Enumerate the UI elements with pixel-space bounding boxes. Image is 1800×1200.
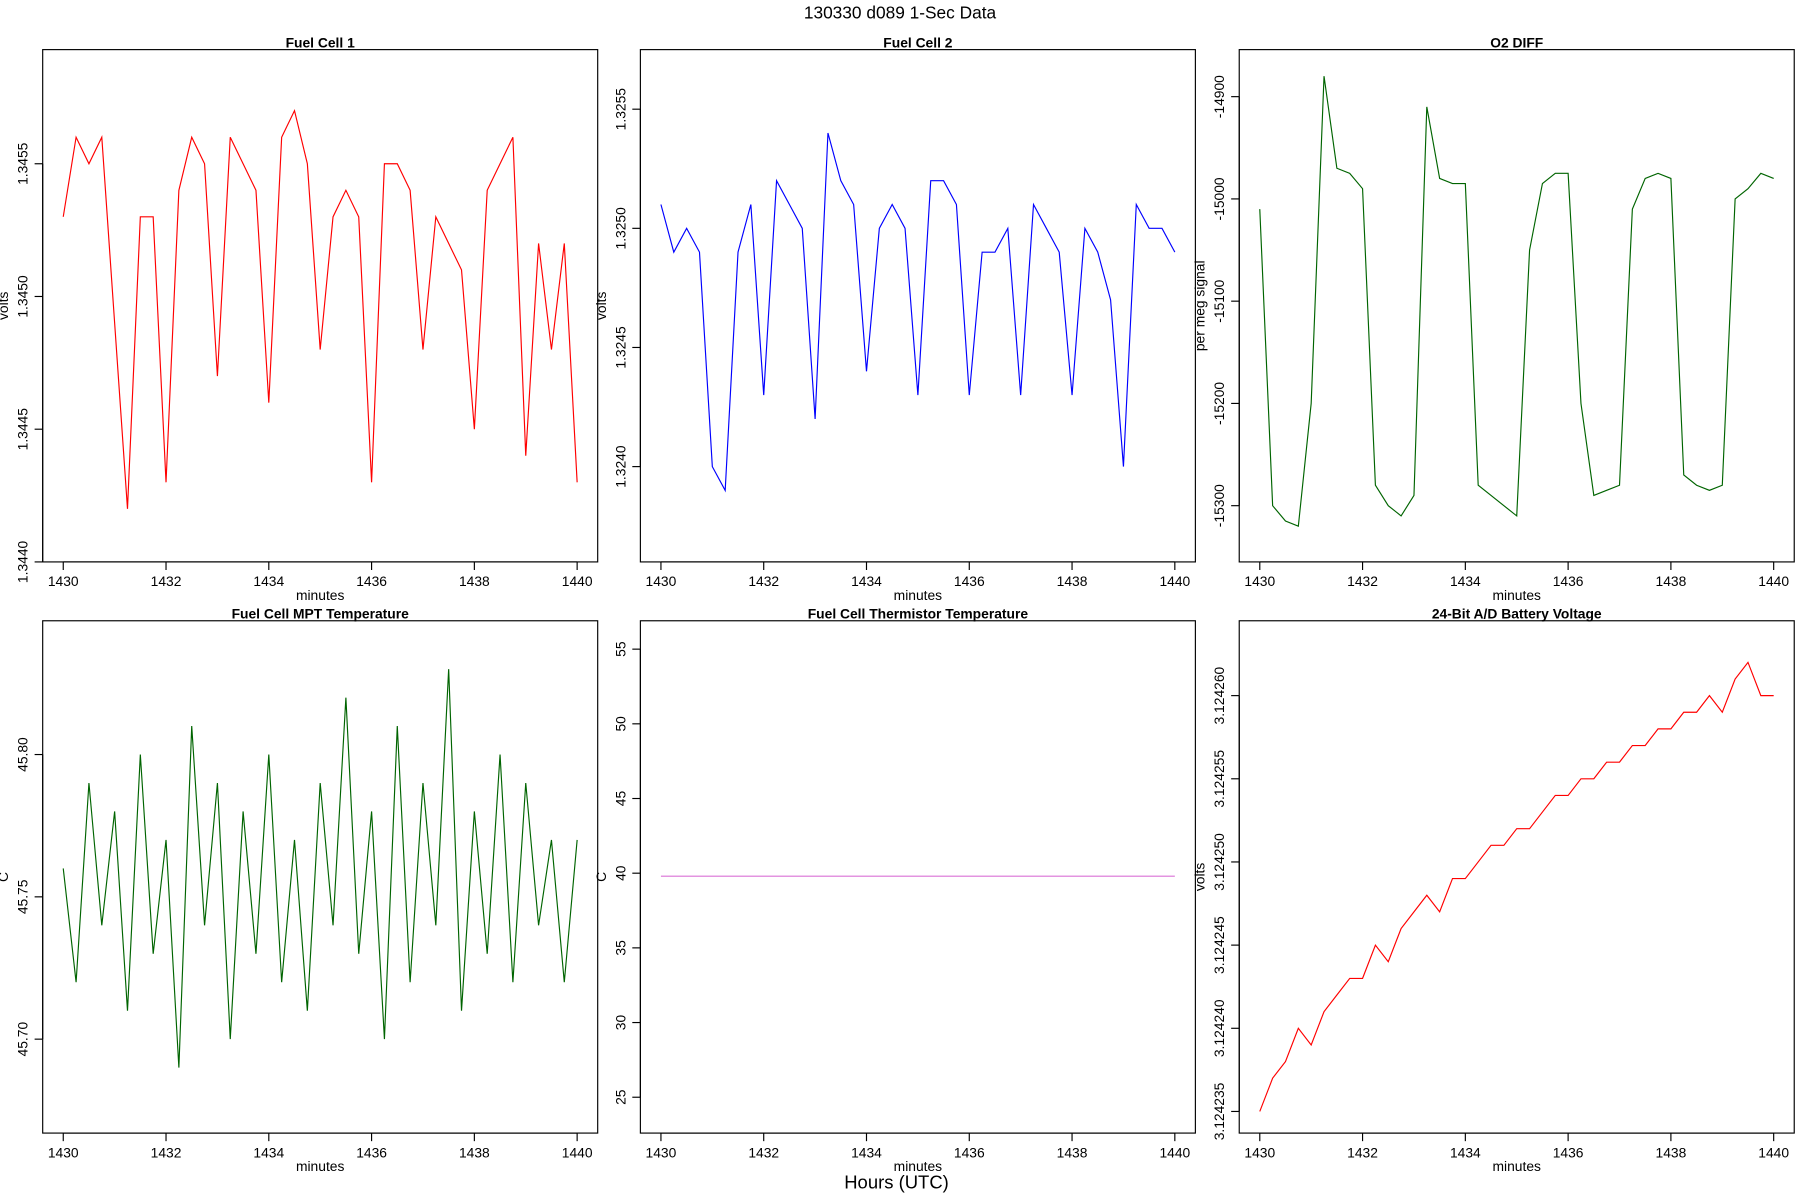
- y-tick-label: -14900: [1211, 75, 1227, 118]
- x-tick-label: 1436: [1553, 1144, 1584, 1160]
- y-tick-label: -15300: [1211, 484, 1227, 527]
- y-tick-label: 45: [612, 791, 628, 807]
- y-axis-label: volts: [0, 291, 11, 320]
- data-line: [62, 669, 578, 1068]
- x-tick-label: 1436: [954, 573, 985, 589]
- x-tick-label: 1432: [151, 1144, 182, 1160]
- x-tick-label: 1434: [851, 1144, 882, 1160]
- x-tick-label: 1432: [1347, 1144, 1378, 1160]
- y-tick-label: 1.3255: [612, 88, 628, 131]
- x-axis-label: minutes: [296, 587, 345, 603]
- figure-xlabel: Hours (UTC): [844, 1171, 949, 1192]
- x-tick-label: 1432: [748, 1144, 779, 1160]
- figure-title: 130330 d089 1-Sec Data: [804, 2, 997, 22]
- y-tick-label: 25: [612, 1089, 628, 1105]
- x-tick-label: 1430: [1244, 573, 1275, 589]
- x-tick-label: 1436: [356, 1144, 387, 1160]
- y-tick-label: 3.124255: [1211, 750, 1227, 808]
- panel-title: Fuel Cell MPT Temperature: [232, 605, 410, 621]
- y-axis-label: volts: [593, 291, 609, 320]
- x-tick-label: 1436: [954, 1144, 985, 1160]
- x-tick-label: 1434: [1450, 1144, 1481, 1160]
- x-tick-label: 1430: [646, 1144, 677, 1160]
- x-tick-label: 1440: [1159, 1144, 1190, 1160]
- y-axis-label: per meg signal: [1192, 260, 1208, 351]
- x-tick-label: 1436: [1553, 573, 1584, 589]
- x-tick-label: 1440: [562, 573, 593, 589]
- x-tick-label: 1438: [459, 1144, 490, 1160]
- y-tick-label: 1.3250: [612, 207, 628, 250]
- x-tick-label: 1438: [459, 573, 490, 589]
- x-tick-label: 1432: [151, 573, 182, 589]
- x-axis-label: minutes: [894, 1158, 943, 1174]
- x-tick-label: 1430: [48, 573, 79, 589]
- y-tick-label: 40: [612, 865, 628, 881]
- y-tick-label: 55: [612, 641, 628, 657]
- panel-title: Fuel Cell 2: [883, 34, 952, 50]
- y-tick-label: -15100: [1211, 279, 1227, 322]
- x-tick-label: 1434: [253, 573, 284, 589]
- y-tick-label: 45.75: [15, 879, 31, 914]
- x-tick-label: 1440: [562, 1144, 593, 1160]
- x-tick-label: 1434: [253, 1144, 284, 1160]
- y-tick-label: 1.3455: [15, 142, 31, 185]
- x-axis-label: minutes: [296, 1158, 345, 1174]
- y-tick-label: 1.3245: [612, 326, 628, 369]
- x-tick-label: 1430: [48, 1144, 79, 1160]
- x-tick-label: 1440: [1159, 573, 1190, 589]
- x-axis-label: minutes: [894, 587, 943, 603]
- x-tick-label: 1434: [851, 573, 882, 589]
- y-tick-label: -15000: [1211, 177, 1227, 220]
- x-tick-label: 1438: [1057, 1144, 1088, 1160]
- y-tick-label: 45.80: [15, 737, 31, 772]
- y-tick-label: 3.124260: [1211, 666, 1227, 724]
- panel-title: 24-Bit A/D Battery Voltage: [1432, 605, 1602, 621]
- y-tick-label: 45.70: [15, 1022, 31, 1057]
- y-tick-label: 1.3240: [612, 445, 628, 488]
- data-line: [1259, 76, 1774, 527]
- y-tick-label: 3.124245: [1211, 916, 1227, 974]
- x-tick-label: 1430: [1244, 1144, 1275, 1160]
- y-tick-label: 1.3440: [15, 540, 31, 583]
- y-tick-label: 1.3450: [15, 275, 31, 318]
- y-tick-label: -15200: [1211, 382, 1227, 425]
- y-tick-label: 50: [612, 716, 628, 732]
- x-tick-label: 1430: [646, 573, 677, 589]
- data-line: [1259, 661, 1774, 1112]
- y-axis-label: C: [593, 872, 609, 882]
- x-tick-label: 1438: [1057, 573, 1088, 589]
- x-tick-label: 1438: [1656, 573, 1687, 589]
- y-tick-label: 3.124240: [1211, 999, 1227, 1057]
- y-tick-label: 30: [612, 1015, 628, 1031]
- x-tick-label: 1432: [1347, 573, 1378, 589]
- y-tick-label: 3.124250: [1211, 833, 1227, 891]
- x-axis-label: minutes: [1493, 1158, 1542, 1174]
- x-tick-label: 1440: [1758, 573, 1789, 589]
- panel-title: Fuel Cell Thermistor Temperature: [808, 605, 1029, 621]
- x-tick-label: 1440: [1758, 1144, 1789, 1160]
- y-axis-label: C: [0, 872, 11, 882]
- data-line: [62, 108, 578, 509]
- panel-title: Fuel Cell 1: [286, 34, 355, 50]
- x-tick-label: 1434: [1450, 573, 1481, 589]
- x-tick-label: 1436: [356, 573, 387, 589]
- y-tick-label: 1.3445: [15, 408, 31, 451]
- panel-title: O2 DIFF: [1490, 34, 1543, 50]
- x-axis-label: minutes: [1493, 587, 1542, 603]
- data-line: [660, 132, 1176, 493]
- y-tick-label: 35: [612, 940, 628, 956]
- y-axis-label: volts: [1192, 863, 1208, 892]
- x-tick-label: 1438: [1656, 1144, 1687, 1160]
- y-tick-label: 3.124235: [1211, 1082, 1227, 1140]
- x-tick-label: 1432: [748, 573, 779, 589]
